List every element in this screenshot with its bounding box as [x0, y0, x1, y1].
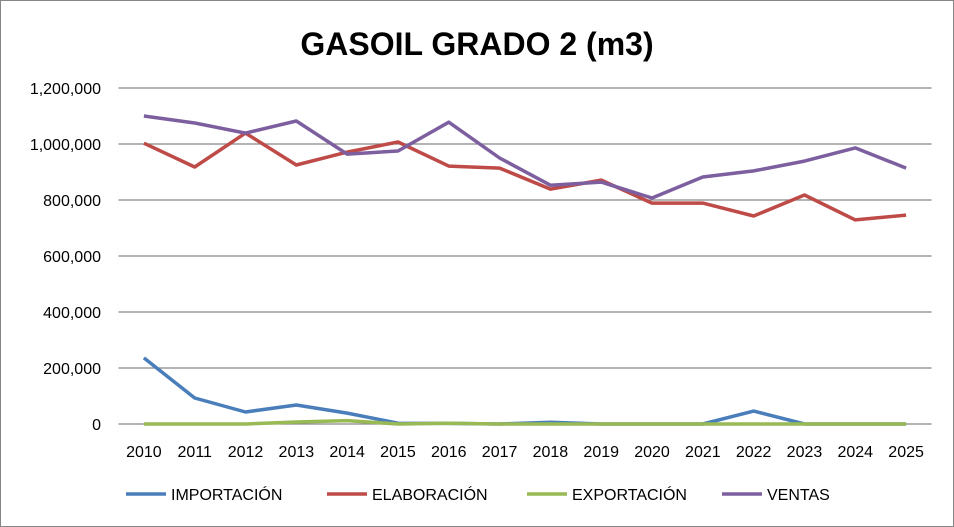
x-tick-label: 2019: [583, 444, 619, 461]
legend-label: VENTAS: [767, 487, 830, 504]
x-tick-label: 2024: [837, 444, 873, 461]
x-tick-label: 2025: [888, 444, 924, 461]
x-tick-label: 2014: [329, 444, 365, 461]
x-tick-label: 2015: [380, 444, 416, 461]
x-tick-label: 2016: [431, 444, 467, 461]
series-line-elaboración: [143, 131, 907, 222]
y-tick-label: 400,000: [43, 305, 101, 322]
x-tick-label: 2021: [685, 444, 721, 461]
y-tick-label: 1,000,000: [30, 137, 101, 154]
x-tick-label: 2010: [126, 444, 162, 461]
legend-item: ELABORACIÓN: [327, 485, 488, 504]
x-tick-label: 2012: [228, 444, 264, 461]
legend-item: VENTAS: [722, 487, 830, 504]
chart-title: GASOIL GRADO 2 (m3): [300, 26, 653, 62]
y-tick-label: 1,200,000: [30, 81, 101, 98]
y-tick-label: 0: [92, 417, 101, 434]
legend-label: IMPORTACIÓN: [171, 485, 282, 504]
y-tick-label: 800,000: [43, 193, 101, 210]
x-tick-label: 2018: [533, 444, 569, 461]
legend-label: EXPORTACIÓN: [572, 485, 687, 504]
legend-item: EXPORTACIÓN: [527, 485, 687, 504]
x-tick-label: 2022: [736, 444, 772, 461]
x-tick-label: 2011: [178, 444, 213, 461]
y-tick-label: 200,000: [43, 361, 101, 378]
legend-item: IMPORTACIÓN: [126, 485, 282, 504]
x-tick-label: 2023: [787, 444, 823, 461]
series-line-ventas: [143, 114, 907, 200]
series-line-exportación: [143, 418, 907, 426]
legend-label: ELABORACIÓN: [372, 485, 488, 504]
x-tick-label: 2020: [634, 444, 670, 461]
x-tick-label: 2013: [279, 444, 315, 461]
x-tick-label: 2017: [482, 444, 518, 461]
y-tick-label: 600,000: [43, 249, 101, 266]
